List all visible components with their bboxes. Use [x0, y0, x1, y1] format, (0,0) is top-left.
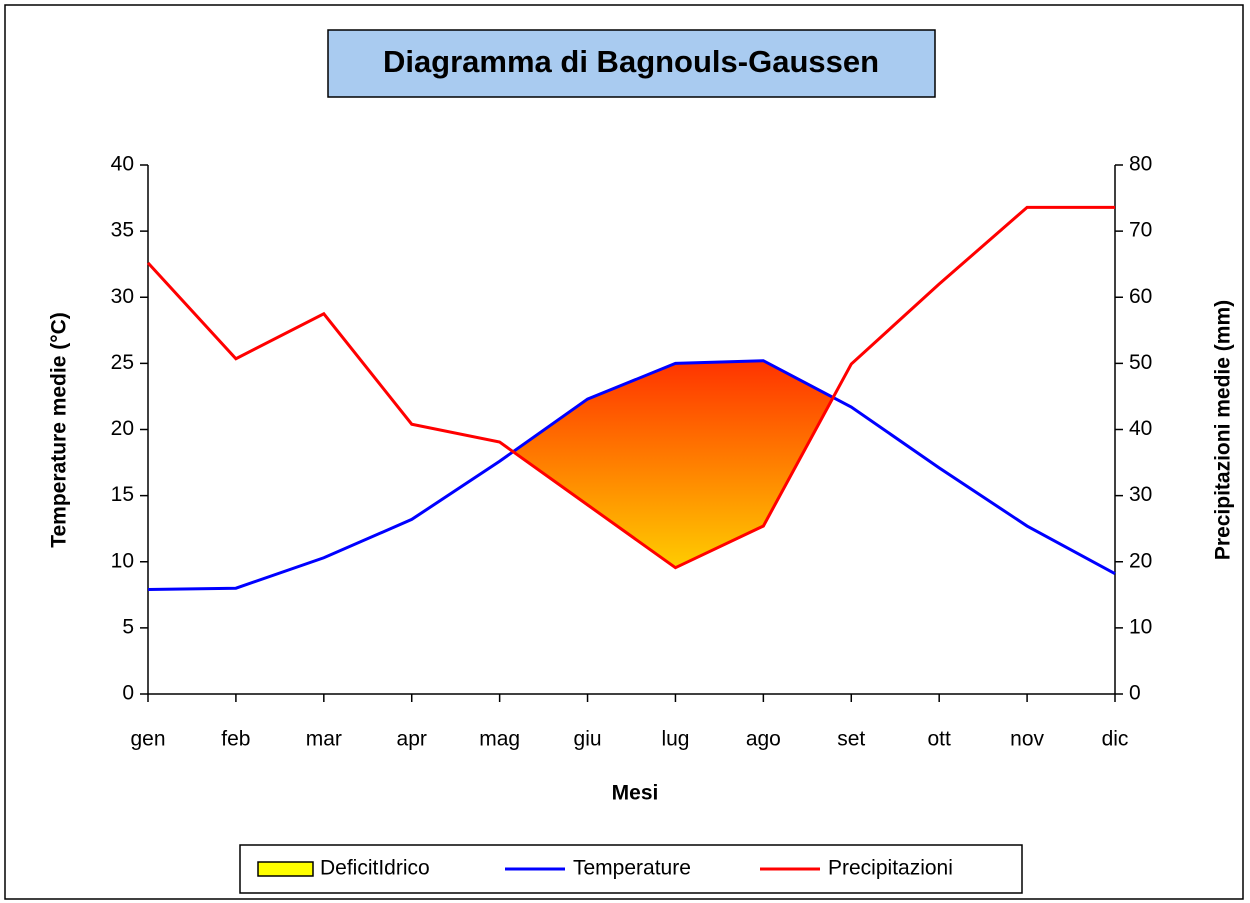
x-tick-label: apr — [397, 728, 427, 751]
y-axis-label: Temperature medie (°C) — [48, 312, 71, 548]
legend-label: DeficitIdrico — [320, 857, 430, 880]
x-tick-label: lug — [661, 728, 689, 751]
x-tick-label: mar — [306, 728, 342, 751]
y-tick-label: 40 — [111, 153, 134, 176]
y2-tick-label: 10 — [1129, 615, 1152, 638]
series-line — [146, 205, 1115, 570]
y2-tick-label: 70 — [1129, 219, 1152, 242]
x-tick-label: nov — [1010, 728, 1044, 751]
x-tick-label: dic — [1102, 728, 1129, 751]
x-tick-label: ago — [746, 728, 781, 751]
y-tick-label: 35 — [111, 219, 134, 242]
y-tick-label: 30 — [111, 285, 134, 308]
y2-tick-label: 0 — [1129, 682, 1141, 705]
x-tick-label: mag — [479, 728, 520, 751]
y2-tick-label: 30 — [1129, 483, 1152, 506]
legend-swatch — [257, 861, 314, 877]
title-box — [327, 29, 936, 98]
x-tick-label: feb — [221, 728, 250, 751]
y2-tick-label: 50 — [1129, 351, 1152, 374]
y-tick-label: 0 — [122, 682, 134, 705]
chart-title: Diagramma di Bagnouls-Gaussen — [383, 44, 879, 79]
y-tick-label: 25 — [111, 351, 134, 374]
legend-label: Precipitazioni — [828, 857, 953, 880]
y2-tick-label: 60 — [1129, 285, 1152, 308]
y2-tick-label: 80 — [1129, 153, 1152, 176]
y-tick-label: 5 — [122, 615, 134, 638]
series-line — [147, 359, 1116, 592]
x-tick-label: set — [837, 728, 865, 751]
y-tick-label: 20 — [111, 417, 134, 440]
y-tick-label: 10 — [111, 549, 134, 572]
legend-label: Temperature — [573, 857, 691, 880]
x-tick-label: ott — [928, 728, 952, 751]
y-tick-label: 15 — [111, 483, 134, 506]
x-axis-label: Mesi — [612, 782, 659, 805]
legend-box — [239, 844, 1023, 894]
y2-tick-label: 20 — [1129, 549, 1152, 572]
x-tick-label: gen — [130, 728, 165, 751]
deficit-area — [513, 360, 834, 568]
y2-axis-label: Precipitazioni medie (mm) — [1212, 300, 1235, 560]
x-tick-label: giu — [574, 728, 602, 751]
y2-tick-label: 40 — [1129, 417, 1152, 440]
